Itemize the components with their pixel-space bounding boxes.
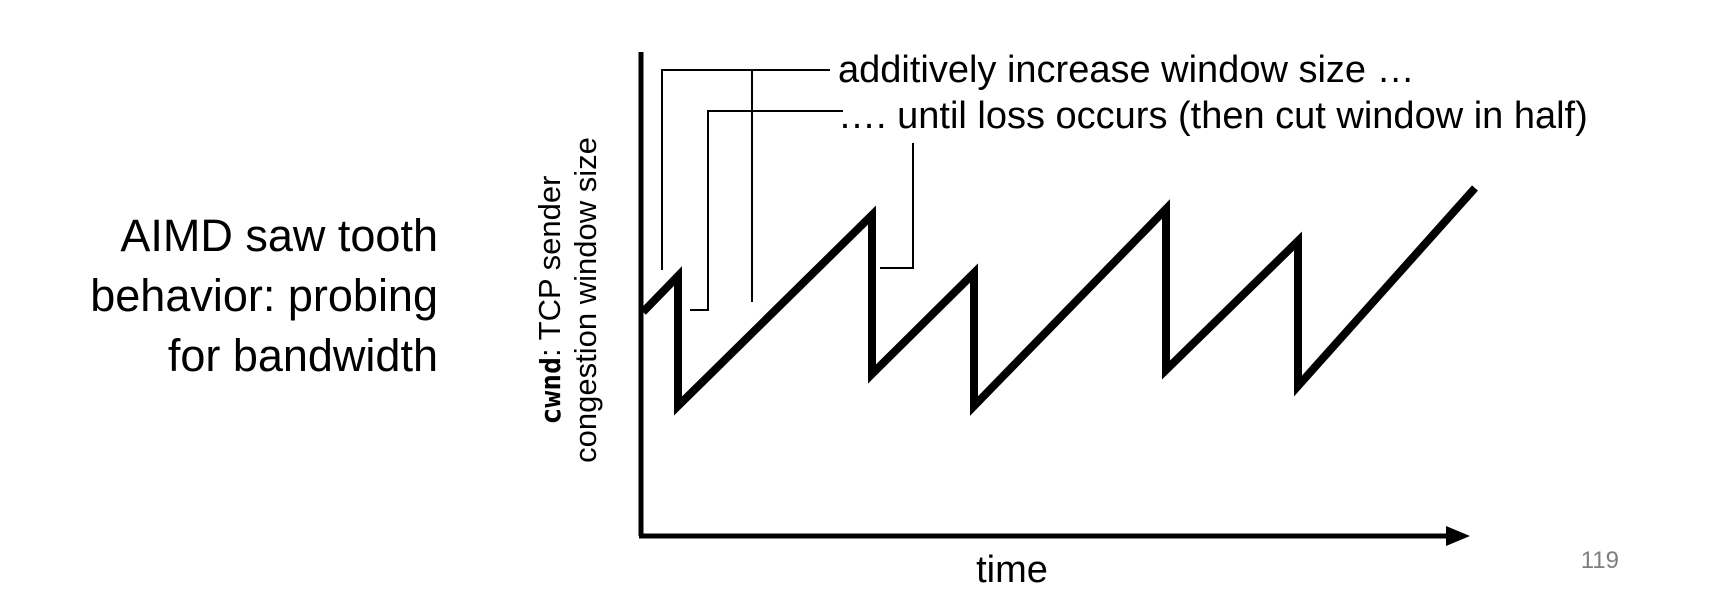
page-number: 119 (1581, 547, 1619, 574)
x-axis-label: time (976, 549, 1048, 591)
loss-leader-line-2 (880, 143, 914, 269)
x-axis-arrowhead (1446, 526, 1470, 546)
annotation-loss: …. until loss occurs (then cut window in… (838, 95, 1588, 137)
loss-leader-line-1 (690, 110, 843, 311)
y-axis-label-line-2: congestion window size (568, 137, 603, 463)
y-axis-label-code: cwnd (534, 357, 567, 424)
y-axis-label-rest: : TCP sender (532, 176, 567, 358)
y-axis-label: cwnd: TCP sender congestion window size (532, 137, 603, 463)
slide-title-line-2: behavior: probing (90, 270, 438, 321)
slide-title: AIMD saw tooth behavior: probing for ban… (90, 206, 438, 386)
slide-title-line-1: AIMD saw tooth (120, 210, 438, 261)
annotation-increase: additively increase window size … (838, 49, 1415, 91)
y-axis-label-line-1: cwnd: TCP sender (532, 176, 567, 425)
slide-title-line-3: for bandwidth (167, 330, 438, 381)
increase-leader-line-1 (661, 69, 830, 270)
cwnd-sawtooth-line (640, 185, 1478, 416)
